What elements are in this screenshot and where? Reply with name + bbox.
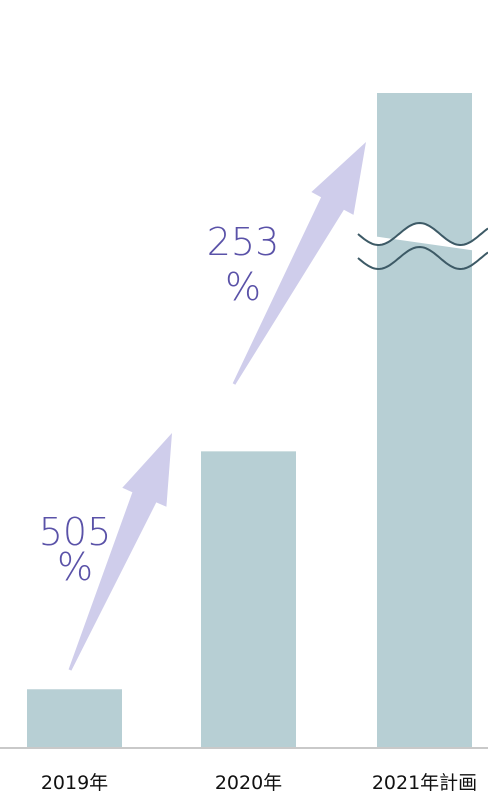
growth-unit-505: % [57,545,93,589]
growth-labels: 505%253% [39,220,280,589]
axis-break-line-lower [357,245,488,271]
growth-arrow-2020-2021 [232,142,366,385]
growth-value-505: 505 [39,510,112,554]
growth-unit-253: % [225,265,261,309]
bar-2020 [201,451,296,748]
category-labels: 2019年 2020年 2021年計画 [41,772,477,794]
x-tick-label-2021: 2021年計画 [372,772,477,794]
bar-2021 [377,93,472,748]
x-tick-label-2019: 2019年 [41,772,108,794]
axis-break-line-upper [357,221,488,247]
growth-arrows [68,142,366,671]
axis-break-mark [357,221,488,271]
growth-arrow-2019-2020 [68,433,172,671]
x-tick-label-2020: 2020年 [215,772,282,794]
bar-2019 [27,689,122,748]
bars [27,93,472,748]
growth-value-253: 253 [207,220,280,264]
